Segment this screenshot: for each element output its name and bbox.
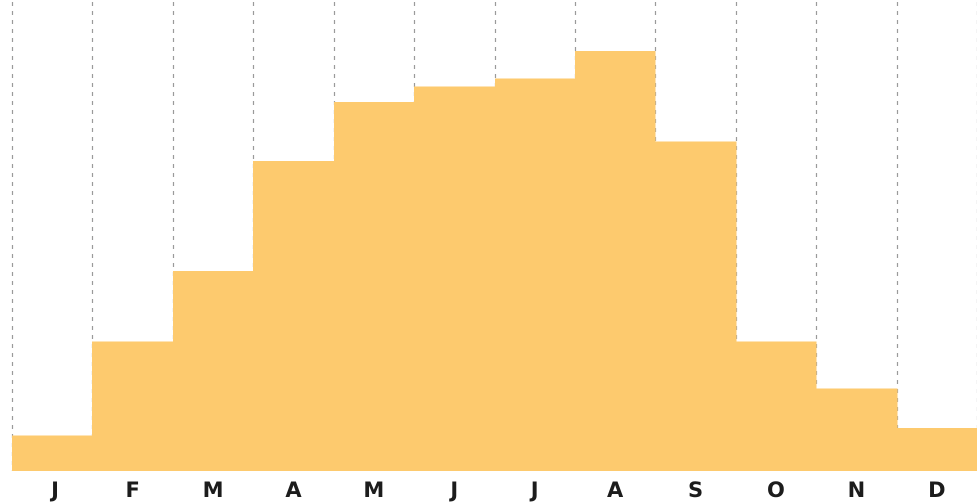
bar-8-S	[655, 141, 737, 472]
bar-10-N	[816, 388, 898, 471]
x-tick-label-7: A	[607, 478, 624, 502]
x-tick-label-2: M	[203, 478, 224, 502]
x-tick-label-1: F	[125, 478, 139, 502]
x-tick-label-11: D	[928, 478, 945, 502]
x-tick-label-8: S	[688, 478, 703, 502]
bar-3-A	[253, 160, 335, 472]
x-tick-label-5: J	[448, 478, 458, 502]
bar-1-F	[92, 341, 174, 471]
x-tick-label-0: J	[49, 478, 59, 502]
bar-4-M	[334, 102, 415, 472]
x-tick-label-4: M	[363, 478, 384, 502]
x-tick-label-10: N	[848, 478, 866, 502]
bar-11-D	[897, 427, 977, 471]
bars	[12, 51, 977, 472]
bar-6-J	[495, 78, 576, 471]
x-tick-label-3: A	[285, 478, 302, 502]
bar-2-M	[173, 270, 254, 471]
bar-7-A	[575, 51, 656, 472]
x-tick-label-9: O	[767, 478, 785, 502]
bar-9-O	[736, 341, 817, 471]
bar-0-J	[12, 435, 93, 471]
x-tick-label-6: J	[529, 478, 539, 502]
bar-5-J	[414, 86, 496, 471]
